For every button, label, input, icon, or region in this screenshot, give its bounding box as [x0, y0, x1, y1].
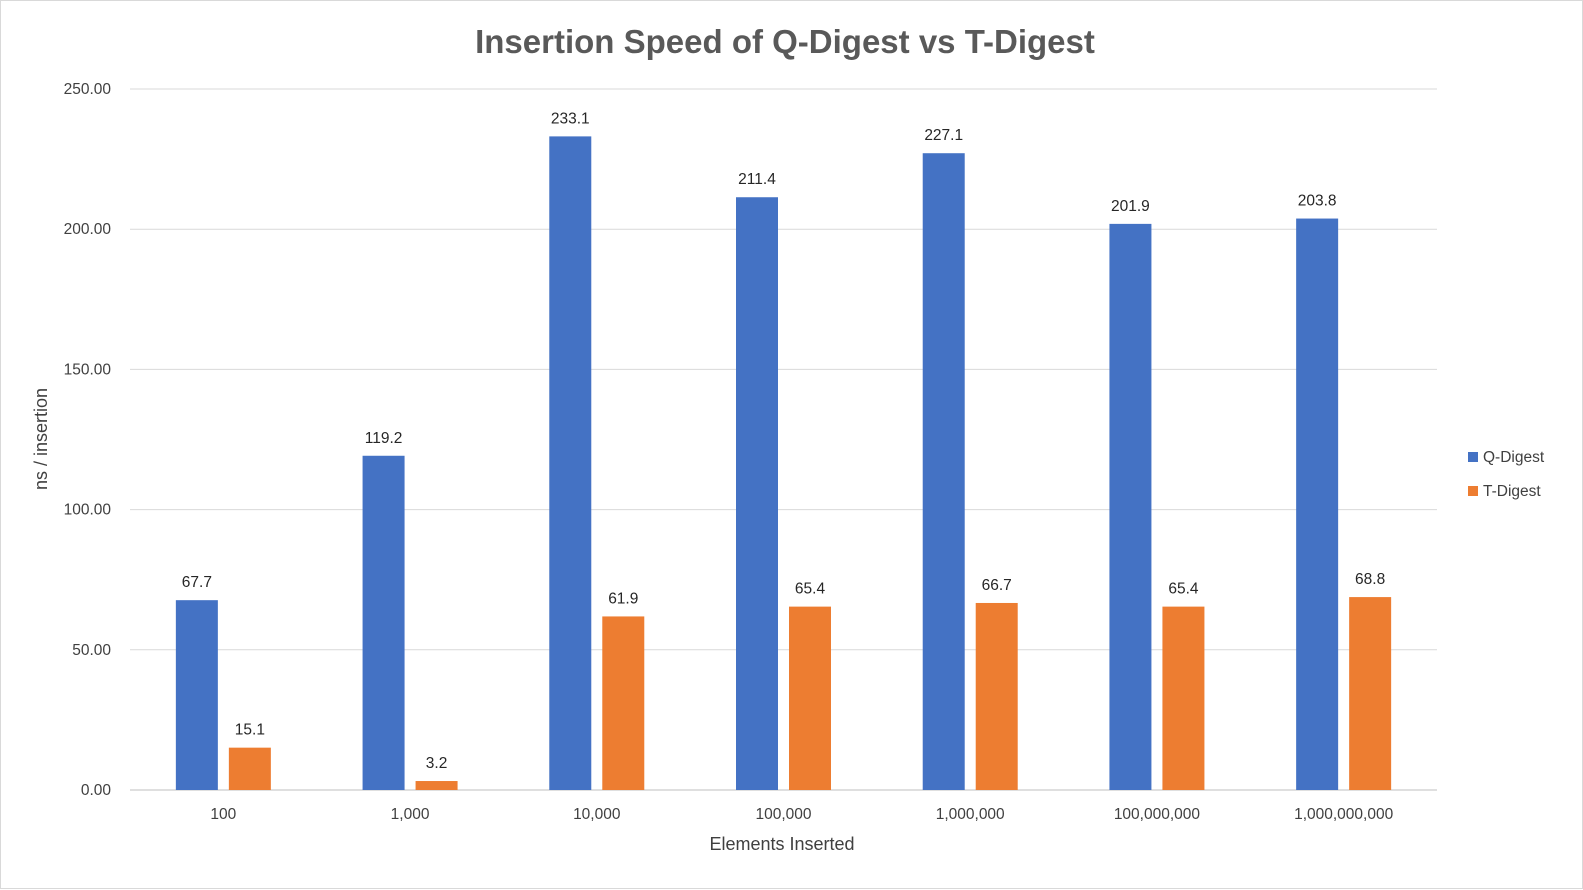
y-tick-label: 150.00 [64, 361, 112, 378]
legend-label-q-digest: Q-Digest [1483, 449, 1545, 466]
legend-label-t-digest: T-Digest [1483, 483, 1541, 500]
y-tick-label: 50.00 [72, 642, 111, 659]
data-label-t-digest: 68.8 [1355, 571, 1385, 588]
bar-q-digest [549, 136, 592, 791]
legend: Q-Digest T-Digest [1468, 449, 1545, 500]
y-tick-label: 100.00 [64, 502, 112, 519]
x-tick-label: 100,000 [755, 806, 811, 823]
data-label-t-digest: 15.1 [235, 722, 265, 739]
x-tick-label: 10,000 [573, 806, 621, 823]
x-tick-label: 1,000,000 [936, 806, 1005, 823]
bar-q-digest [1109, 223, 1152, 790]
x-tick-label: 100 [210, 806, 236, 823]
bar-q-digest [736, 197, 778, 791]
bar-t-digest [415, 781, 458, 790]
data-label-t-digest: 65.4 [795, 581, 826, 598]
y-tick-label: 200.00 [64, 221, 112, 238]
y-tick-label: 250.00 [64, 81, 112, 98]
y-axis-ticks: 0.00 50.00 100.00 150.00 200.00 250.00 [64, 81, 112, 799]
y-tick-label: 0.00 [81, 782, 112, 799]
data-label-q-digest: 67.7 [182, 574, 212, 591]
bars [175, 136, 1392, 791]
x-tick-label: 1,000,000,000 [1294, 806, 1394, 823]
bar-t-digest [789, 606, 831, 790]
data-label-t-digest: 3.2 [426, 755, 448, 772]
bar-q-digest [175, 600, 218, 790]
gridlines [130, 88, 1437, 791]
bar-t-digest [228, 747, 271, 790]
legend-swatch-q-digest [1468, 452, 1478, 462]
data-label-t-digest: 66.7 [982, 577, 1012, 594]
data-label-q-digest: 203.8 [1298, 193, 1337, 210]
bar-t-digest [1349, 597, 1392, 790]
data-label-q-digest: 211.4 [738, 171, 776, 188]
data-labels: 67.7 15.1 119.2 3.2 233.1 61.9 211.4 65.4 227.1 6… [182, 110, 1385, 772]
bar-q-digest [362, 455, 405, 790]
data-label-t-digest: 65.4 [1168, 581, 1199, 598]
y-axis-title: ns / insertion [31, 388, 51, 490]
bar-q-digest [1296, 218, 1339, 790]
data-label-q-digest: 233.1 [551, 110, 590, 127]
data-label-q-digest: 201.9 [1111, 198, 1150, 215]
bar-t-digest [1162, 606, 1205, 790]
chart-title: Insertion Speed of Q-Digest vs T-Digest [475, 23, 1095, 60]
x-axis-title: Elements Inserted [709, 834, 854, 854]
data-label-q-digest: 227.1 [924, 127, 963, 144]
bar-q-digest [922, 153, 965, 790]
data-label-t-digest: 61.9 [608, 590, 638, 607]
x-tick-label: 1,000 [391, 806, 430, 823]
x-axis-ticks: 100 1,000 10,000 100,000 1,000,000 100,000,00… [210, 806, 1393, 823]
x-tick-label: 100,000,000 [1114, 806, 1201, 823]
legend-swatch-t-digest [1468, 486, 1478, 496]
bar-t-digest [602, 616, 645, 790]
data-label-q-digest: 119.2 [365, 430, 403, 447]
bar-t-digest [975, 602, 1018, 790]
